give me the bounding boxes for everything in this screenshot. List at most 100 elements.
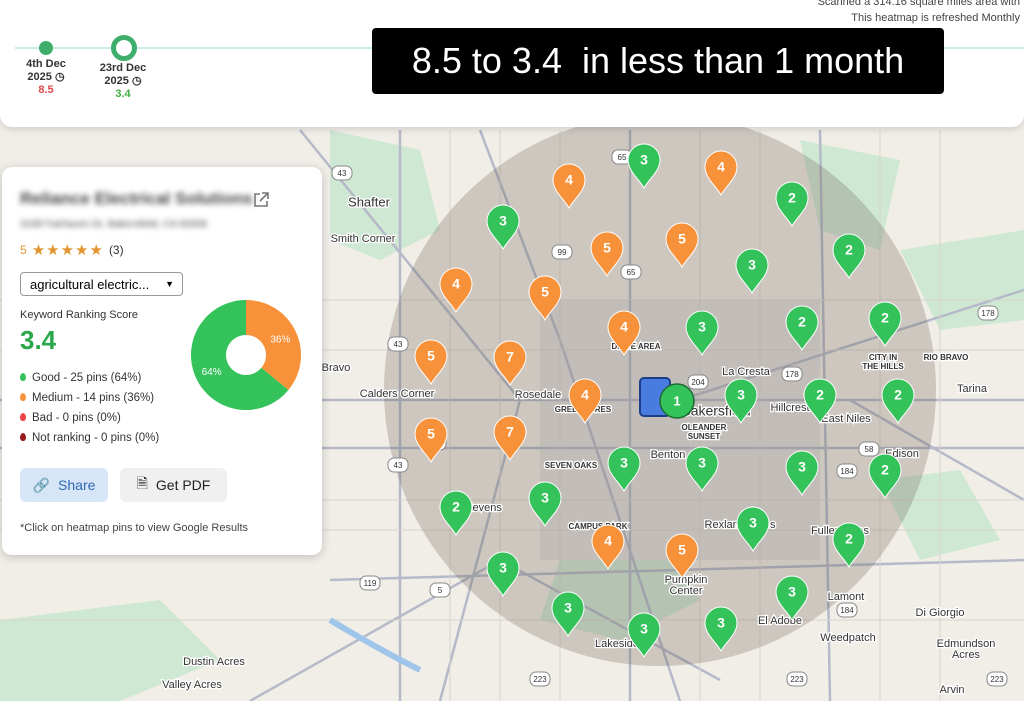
heatmap-pin[interactable]: 3 — [724, 378, 758, 425]
heatmap-pin[interactable]: 2 — [868, 453, 902, 500]
heatmap-pin[interactable]: 3 — [775, 575, 809, 622]
pin-label: 3 — [749, 515, 757, 531]
legend-text: Not ranking - 0 pins (0%) — [32, 432, 160, 444]
place-label: Pumpkin — [665, 574, 708, 586]
place-label: Shafter — [348, 194, 391, 209]
heatmap-pin[interactable]: 2 — [439, 490, 473, 537]
place-label: Tarina — [957, 383, 988, 395]
place-label: Lamont — [828, 591, 865, 603]
timeline-dot[interactable] — [39, 41, 53, 55]
heatmap-pin[interactable]: 2 — [775, 181, 809, 228]
heatmap-pin[interactable]: 4 — [607, 310, 641, 357]
pin-shape — [736, 506, 770, 553]
pin-shape — [868, 453, 902, 500]
heatmap-pin[interactable]: 7 — [493, 415, 527, 462]
pin-label: 5 — [427, 426, 435, 442]
heatmap-pin[interactable]: 3 — [627, 612, 661, 659]
heatmap-pin[interactable]: 2 — [832, 233, 866, 280]
road-shield — [429, 582, 451, 598]
pin-shape — [665, 533, 699, 580]
donut-label: 64% — [202, 367, 222, 378]
road-shield-label: 223 — [790, 675, 804, 684]
pin-shape — [785, 450, 819, 497]
road-shield — [786, 671, 808, 687]
score-label: Keyword Ranking Score — [20, 309, 139, 321]
road-shield-label: 223 — [533, 675, 547, 684]
heatmap-pin[interactable]: 3 — [528, 481, 562, 528]
pin-shape — [868, 301, 902, 348]
timeline-item: 4th Dec 2025 ◷ 8.5 — [16, 58, 76, 97]
pin-label: 2 — [881, 462, 889, 478]
pin-label: 5 — [427, 348, 435, 364]
pin-shape — [568, 378, 602, 425]
heatmap-pin[interactable]: 3 — [785, 450, 819, 497]
heatmap-pin[interactable]: 3 — [486, 204, 520, 251]
place-label: THE HILLS — [862, 362, 904, 371]
address: 3108 Fairhaven Dr, Bakersfield, CA 93308 — [20, 219, 207, 230]
pin-shape — [486, 204, 520, 251]
pin-shape — [414, 417, 448, 464]
heatmap-pin[interactable]: 5 — [528, 275, 562, 322]
place-label: Weedpatch — [820, 632, 875, 644]
heatmap-pin[interactable]: 3 — [685, 310, 719, 357]
place-label: Edmundson — [937, 638, 996, 650]
heatmap-pin[interactable]: 2 — [785, 305, 819, 352]
pin-label: 3 — [737, 387, 745, 403]
heatmap-pin[interactable]: 2 — [803, 378, 837, 425]
keyword: agricultural electric... — [30, 276, 150, 292]
pin-shape — [528, 275, 562, 322]
heatmap-pin[interactable]: 3 — [627, 143, 661, 190]
pin-shape — [551, 591, 585, 638]
heatmap-pin[interactable]: 2 — [832, 522, 866, 569]
donut-segment — [246, 300, 301, 391]
pdf-button[interactable]: 🗎 Get PDF — [120, 468, 227, 502]
road-shield — [529, 671, 551, 687]
road-shield-label: 58 — [865, 445, 874, 454]
heatmap-pin[interactable]: 2 — [881, 378, 915, 425]
heatmap-pin[interactable]: 4 — [552, 163, 586, 210]
road-shield — [836, 602, 858, 618]
heatmap-pin[interactable]: 5 — [665, 222, 699, 269]
pin-label: 3 — [640, 621, 648, 637]
timeline-dot-active[interactable] — [111, 35, 137, 61]
pin-shape — [493, 340, 527, 387]
pin-label: 2 — [452, 499, 460, 515]
heatmap-pin[interactable]: 2 — [868, 301, 902, 348]
heatmap-pin[interactable]: 3 — [486, 551, 520, 598]
pin-label: 2 — [788, 190, 796, 206]
pin-shape — [528, 481, 562, 528]
road-shield — [551, 244, 573, 260]
heatmap-pin[interactable]: 4 — [439, 267, 473, 314]
heatmap-pin[interactable]: 5 — [414, 417, 448, 464]
heatmap-pin[interactable]: 5 — [414, 339, 448, 386]
donut-chart: 36% 64% — [190, 300, 301, 410]
heatmap-pin[interactable]: 3 — [704, 606, 738, 653]
pin-label: 5 — [678, 231, 686, 247]
donut-label: 36% — [270, 334, 290, 345]
heatmap-pin[interactable]: 3 — [685, 446, 719, 493]
caret: ▼ — [165, 279, 174, 289]
heatmap-pin[interactable]: 7 — [493, 340, 527, 387]
heatmap-pin[interactable]: 3 — [551, 591, 585, 638]
heatmap-pin[interactable]: 5 — [590, 231, 624, 278]
road-shield-label: 65 — [627, 268, 636, 277]
pin-label: 3 — [564, 600, 572, 616]
keyword-dropdown[interactable]: agricultural electric... ▼ — [20, 272, 183, 296]
legend-item: Not ranking - 0 pins (0%) — [20, 428, 159, 448]
heatmap-pin[interactable]: 5 — [665, 533, 699, 580]
legend-icon — [20, 433, 26, 441]
heatmap-pin[interactable]: 3 — [607, 446, 641, 493]
place-label: SUNSET — [688, 432, 721, 441]
share-button[interactable]: 🔗 Share — [20, 468, 108, 502]
year-text: 2025 — [27, 71, 52, 83]
heatmap-pin[interactable]: 3 — [735, 248, 769, 295]
external-link-icon[interactable] — [252, 191, 270, 209]
pin-label: 2 — [816, 387, 824, 403]
pin-shape — [591, 524, 625, 571]
heatmap-pin[interactable]: 4 — [704, 150, 738, 197]
heatmap-pin[interactable]: 4 — [568, 378, 602, 425]
pin-shape — [832, 233, 866, 280]
heatmap-pin[interactable]: 4 — [591, 524, 625, 571]
heatmap-pin[interactable]: 3 — [736, 506, 770, 553]
pin-shape — [724, 378, 758, 425]
